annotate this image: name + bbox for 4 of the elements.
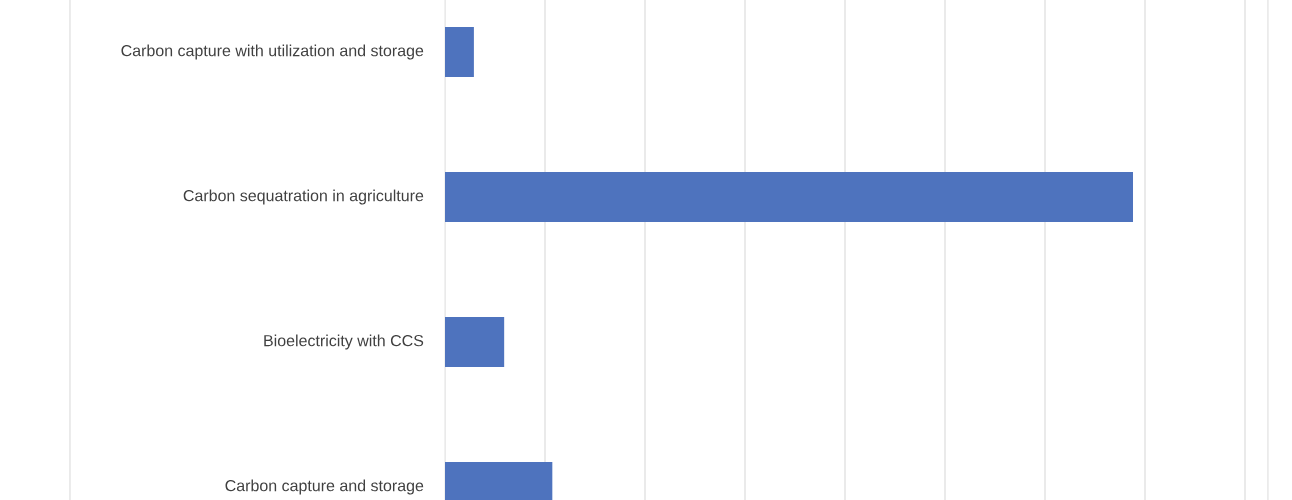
y-tick-label: Carbon capture and storage	[225, 479, 424, 495]
y-tick-label: Carbon capture with utilization and storage	[121, 44, 424, 60]
y-tick-label: Carbon sequatration in agriculture	[183, 189, 424, 205]
y-tick-label: Bioelectricity with CCS	[264, 334, 424, 350]
